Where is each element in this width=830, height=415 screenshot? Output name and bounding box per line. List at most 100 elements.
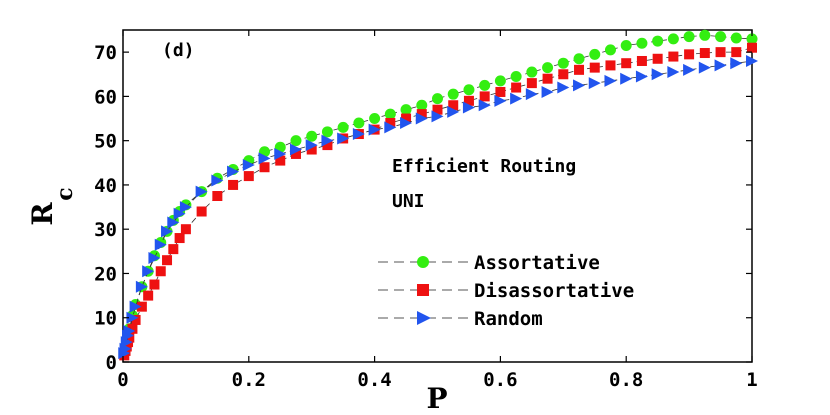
data-point-random — [179, 201, 192, 214]
data-point-disassortative — [136, 301, 147, 312]
data-point-assortative — [730, 32, 742, 44]
data-point-assortative — [510, 70, 522, 82]
data-point-random — [447, 105, 460, 118]
y-axis-label-subscript: c — [52, 187, 78, 200]
series-random — [118, 54, 758, 360]
data-point-random — [126, 311, 139, 324]
data-point-disassortative — [526, 78, 537, 89]
data-point-disassortative — [228, 179, 239, 190]
data-point-random — [698, 61, 711, 74]
data-point-assortative — [494, 75, 506, 87]
data-point-disassortative — [127, 323, 138, 334]
data-point-disassortative — [416, 109, 427, 120]
data-point-disassortative — [212, 191, 223, 201]
data-point-assortative — [746, 33, 758, 45]
x-tick-label: 0.6 — [483, 369, 517, 391]
data-point-disassortative — [684, 49, 695, 60]
data-point-assortative — [699, 29, 711, 41]
y-tick-label: 10 — [94, 308, 117, 330]
data-point-disassortative — [130, 314, 141, 325]
data-point-disassortative — [259, 162, 270, 173]
data-point-assortative — [620, 39, 632, 51]
data-point-disassortative — [715, 47, 726, 58]
data-point-random — [195, 185, 208, 198]
data-point-random — [746, 54, 758, 67]
data-point-random — [478, 99, 491, 112]
legend-label-assortative: Assortative — [474, 252, 600, 274]
data-point-random — [352, 128, 365, 141]
panel-label: (d) — [162, 40, 195, 61]
series-layer — [118, 29, 758, 361]
x-tick-label: 0.4 — [357, 369, 391, 391]
data-point-disassortative — [174, 233, 185, 244]
data-point-assortative — [715, 31, 727, 43]
data-point-random — [400, 116, 413, 129]
data-point-disassortative — [275, 155, 286, 166]
data-point-assortative — [321, 126, 333, 138]
data-point-random — [415, 112, 428, 125]
data-point-assortative — [479, 79, 491, 91]
data-point-assortative — [557, 57, 569, 69]
data-point-assortative — [667, 33, 679, 45]
data-point-assortative — [290, 135, 302, 147]
data-point-random — [173, 207, 186, 220]
data-point-disassortative — [385, 117, 396, 128]
data-point-assortative — [416, 99, 428, 111]
y-tick-label: 60 — [94, 86, 117, 108]
legend: Assortative Disassortative Random — [378, 252, 634, 330]
data-point-disassortative — [558, 69, 569, 80]
data-point-random — [714, 59, 727, 72]
data-point-random — [651, 68, 664, 81]
data-point-random — [258, 152, 271, 165]
data-point-random — [289, 143, 302, 156]
annotation-uni: UNI — [392, 191, 425, 212]
data-point-random — [494, 94, 507, 107]
legend-marker-random — [417, 311, 431, 325]
data-point-random — [604, 74, 617, 87]
data-point-random — [337, 132, 350, 145]
data-point-random — [227, 165, 240, 178]
data-point-disassortative — [143, 290, 154, 301]
data-point-random — [730, 57, 743, 70]
plot-frame — [122, 29, 753, 363]
data-point-assortative — [400, 104, 412, 116]
data-point-disassortative — [652, 53, 663, 64]
data-point-random — [573, 79, 586, 92]
x-tick-label: 0 — [117, 369, 128, 391]
data-point-assortative — [636, 37, 648, 49]
data-point-assortative — [369, 113, 381, 125]
data-point-random — [142, 265, 155, 278]
data-point-assortative — [604, 44, 616, 56]
y-tick-label: 40 — [94, 175, 117, 197]
data-point-assortative — [652, 35, 664, 47]
data-point-random — [431, 110, 444, 123]
data-point-disassortative — [747, 42, 757, 53]
data-point-random — [525, 88, 538, 101]
x-tick-label: 0.8 — [609, 369, 643, 391]
data-point-disassortative — [306, 144, 317, 155]
x-tick-label: 0.2 — [232, 369, 266, 391]
data-point-random — [588, 77, 601, 90]
data-point-disassortative — [495, 86, 506, 97]
data-point-random — [541, 85, 554, 98]
data-point-assortative — [526, 66, 538, 78]
data-point-assortative — [683, 31, 695, 43]
data-point-random — [384, 121, 397, 134]
data-point-disassortative — [432, 104, 443, 115]
data-point-disassortative — [155, 266, 166, 277]
data-point-assortative — [432, 93, 443, 105]
y-tick-label: 20 — [94, 263, 117, 285]
data-point-random — [321, 134, 334, 147]
data-point-disassortative — [196, 206, 207, 217]
data-point-random — [683, 63, 696, 76]
data-point-random — [135, 280, 148, 293]
annotation-efficient-routing: Efficient Routing — [392, 156, 576, 177]
legend-item-disassortative: Disassortative — [378, 280, 634, 302]
data-point-random — [129, 300, 142, 313]
data-point-random — [635, 70, 648, 83]
data-point-random — [242, 159, 255, 172]
data-point-assortative — [463, 84, 475, 96]
legend-item-assortative: Assortative — [378, 252, 600, 274]
